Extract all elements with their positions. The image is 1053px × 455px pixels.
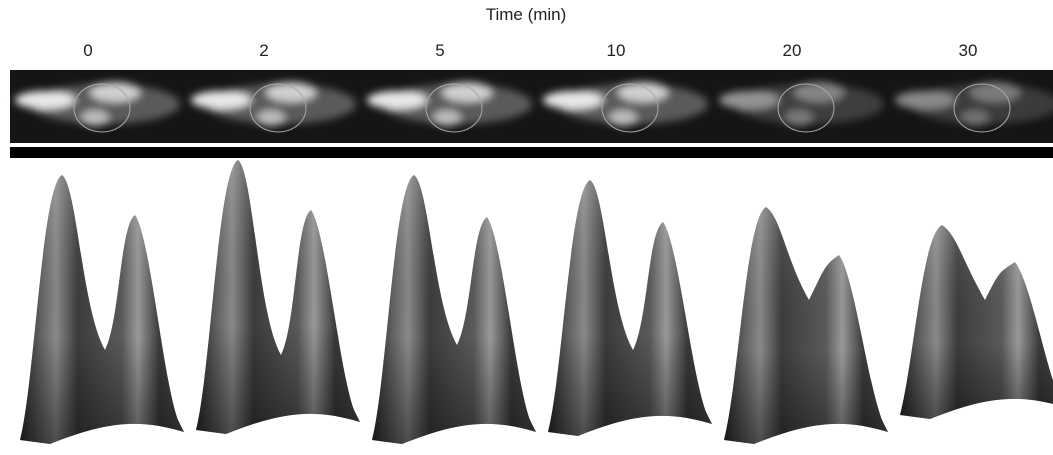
cell-blob <box>719 91 779 109</box>
cell-blob <box>191 91 251 109</box>
figure: Time (min) 0 2 5 10 20 30 <box>0 0 1053 450</box>
cell-blob <box>257 110 285 126</box>
axis-title: Time (min) <box>486 5 567 24</box>
cell-blob <box>961 110 989 126</box>
surface-shade <box>20 175 184 444</box>
cell-blob <box>895 91 955 109</box>
page: Time (min) 025102030 (() => { const data… <box>0 0 1053 450</box>
separator-bar <box>10 147 1053 158</box>
time-label: 30 <box>959 41 978 60</box>
cell-blob <box>442 82 492 102</box>
cell-blob <box>785 110 813 126</box>
cell-blob <box>15 91 75 109</box>
surface-shade <box>372 175 536 444</box>
time-label: 0 <box>83 41 92 60</box>
cell-blob <box>90 82 140 102</box>
surface-shade <box>548 180 712 436</box>
cell-blob <box>609 110 637 126</box>
cell-blob <box>81 110 109 126</box>
cell-blob <box>618 82 668 102</box>
cell-blob <box>266 82 316 102</box>
cell-blob <box>543 91 603 109</box>
cell-blob <box>367 91 427 109</box>
surface-shade <box>900 225 1053 419</box>
panels: 0 2 5 10 20 30 <box>10 41 1053 444</box>
time-label: 2 <box>259 41 268 60</box>
cell-blob <box>433 110 461 126</box>
surface-shade <box>196 160 360 434</box>
cell-blob <box>794 82 844 102</box>
time-label: 20 <box>783 41 802 60</box>
time-label: 10 <box>607 41 626 60</box>
cell-blob <box>970 82 1020 102</box>
time-label: 5 <box>435 41 444 60</box>
surface-shade <box>724 207 888 444</box>
